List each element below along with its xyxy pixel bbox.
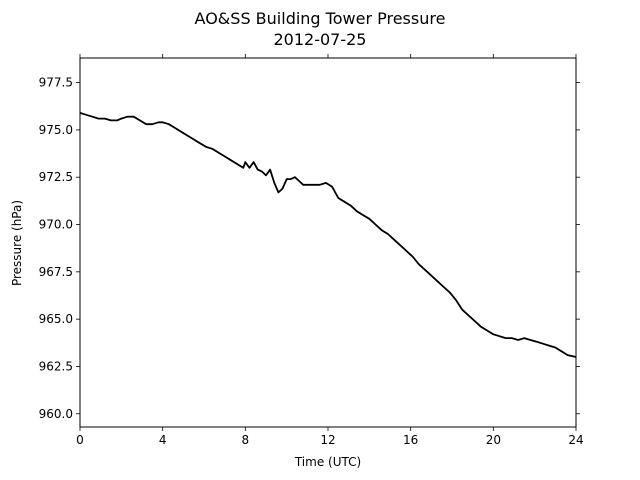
x-tick-label: 24 xyxy=(568,433,583,447)
chart-subtitle: 2012-07-25 xyxy=(274,30,367,49)
y-tick-label: 962.5 xyxy=(39,359,73,373)
pressure-series-line xyxy=(79,112,577,358)
x-tick-label: 12 xyxy=(320,433,335,447)
plot-frame xyxy=(79,57,577,428)
x-axis-ticks: 0 4 8 12 16 20 24 xyxy=(76,54,584,447)
x-axis-label: Time (UTC) xyxy=(294,455,361,469)
y-tick-label: 965.0 xyxy=(39,312,73,326)
y-tick-label: 977.5 xyxy=(39,76,73,90)
x-tick-label: 8 xyxy=(242,433,250,447)
y-tick-label: 972.5 xyxy=(39,170,73,184)
y-axis-ticks: 960.0 962.5 965.0 967.5 970.0 972.5 975.0 977.5 xyxy=(39,76,580,421)
x-tick-label: 4 xyxy=(159,433,167,447)
x-tick-label: 0 xyxy=(76,433,84,447)
y-axis-label: Pressure (hPa) xyxy=(10,200,24,286)
x-tick-label: 20 xyxy=(486,433,501,447)
y-tick-label: 960.0 xyxy=(39,407,73,421)
chart-title: AO&SS Building Tower Pressure xyxy=(195,9,446,28)
y-tick-label: 967.5 xyxy=(39,265,73,279)
y-tick-label: 975.0 xyxy=(39,123,73,137)
x-tick-label: 16 xyxy=(403,433,418,447)
plot-area xyxy=(79,57,577,428)
y-tick-label: 970.0 xyxy=(39,218,73,232)
